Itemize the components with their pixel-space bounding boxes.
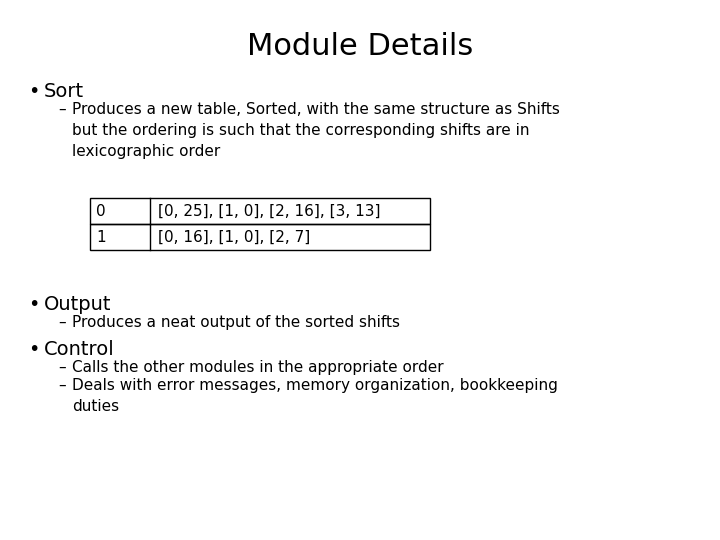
Text: 0: 0 [96, 204, 106, 219]
Text: –: – [58, 102, 66, 117]
Text: –: – [58, 315, 66, 330]
Bar [90, 198, 430, 224]
Text: Deals with error messages, memory organization, bookkeeping
duties: Deals with error messages, memory organi… [72, 378, 558, 414]
Text: Sort: Sort [44, 82, 84, 101]
Text: •: • [28, 295, 40, 314]
Bar [90, 224, 430, 250]
Text: –: – [58, 378, 66, 393]
Text: •: • [28, 340, 40, 359]
Text: Output: Output [44, 295, 112, 314]
Text: [0, 16], [1, 0], [2, 7]: [0, 16], [1, 0], [2, 7] [158, 230, 310, 245]
Text: Produces a neat output of the sorted shifts: Produces a neat output of the sorted shi… [72, 315, 400, 330]
Text: Calls the other modules in the appropriate order: Calls the other modules in the appropria… [72, 360, 444, 375]
Text: Module Details: Module Details [247, 32, 473, 61]
Text: •: • [28, 82, 40, 101]
Text: Control: Control [44, 340, 114, 359]
Text: [0, 25], [1, 0], [2, 16], [3, 13]: [0, 25], [1, 0], [2, 16], [3, 13] [158, 204, 380, 219]
Text: –: – [58, 360, 66, 375]
Text: Produces a new table, Sorted, with the same structure as Shifts
but the ordering: Produces a new table, Sorted, with the s… [72, 102, 560, 159]
Text: 1: 1 [96, 230, 106, 245]
